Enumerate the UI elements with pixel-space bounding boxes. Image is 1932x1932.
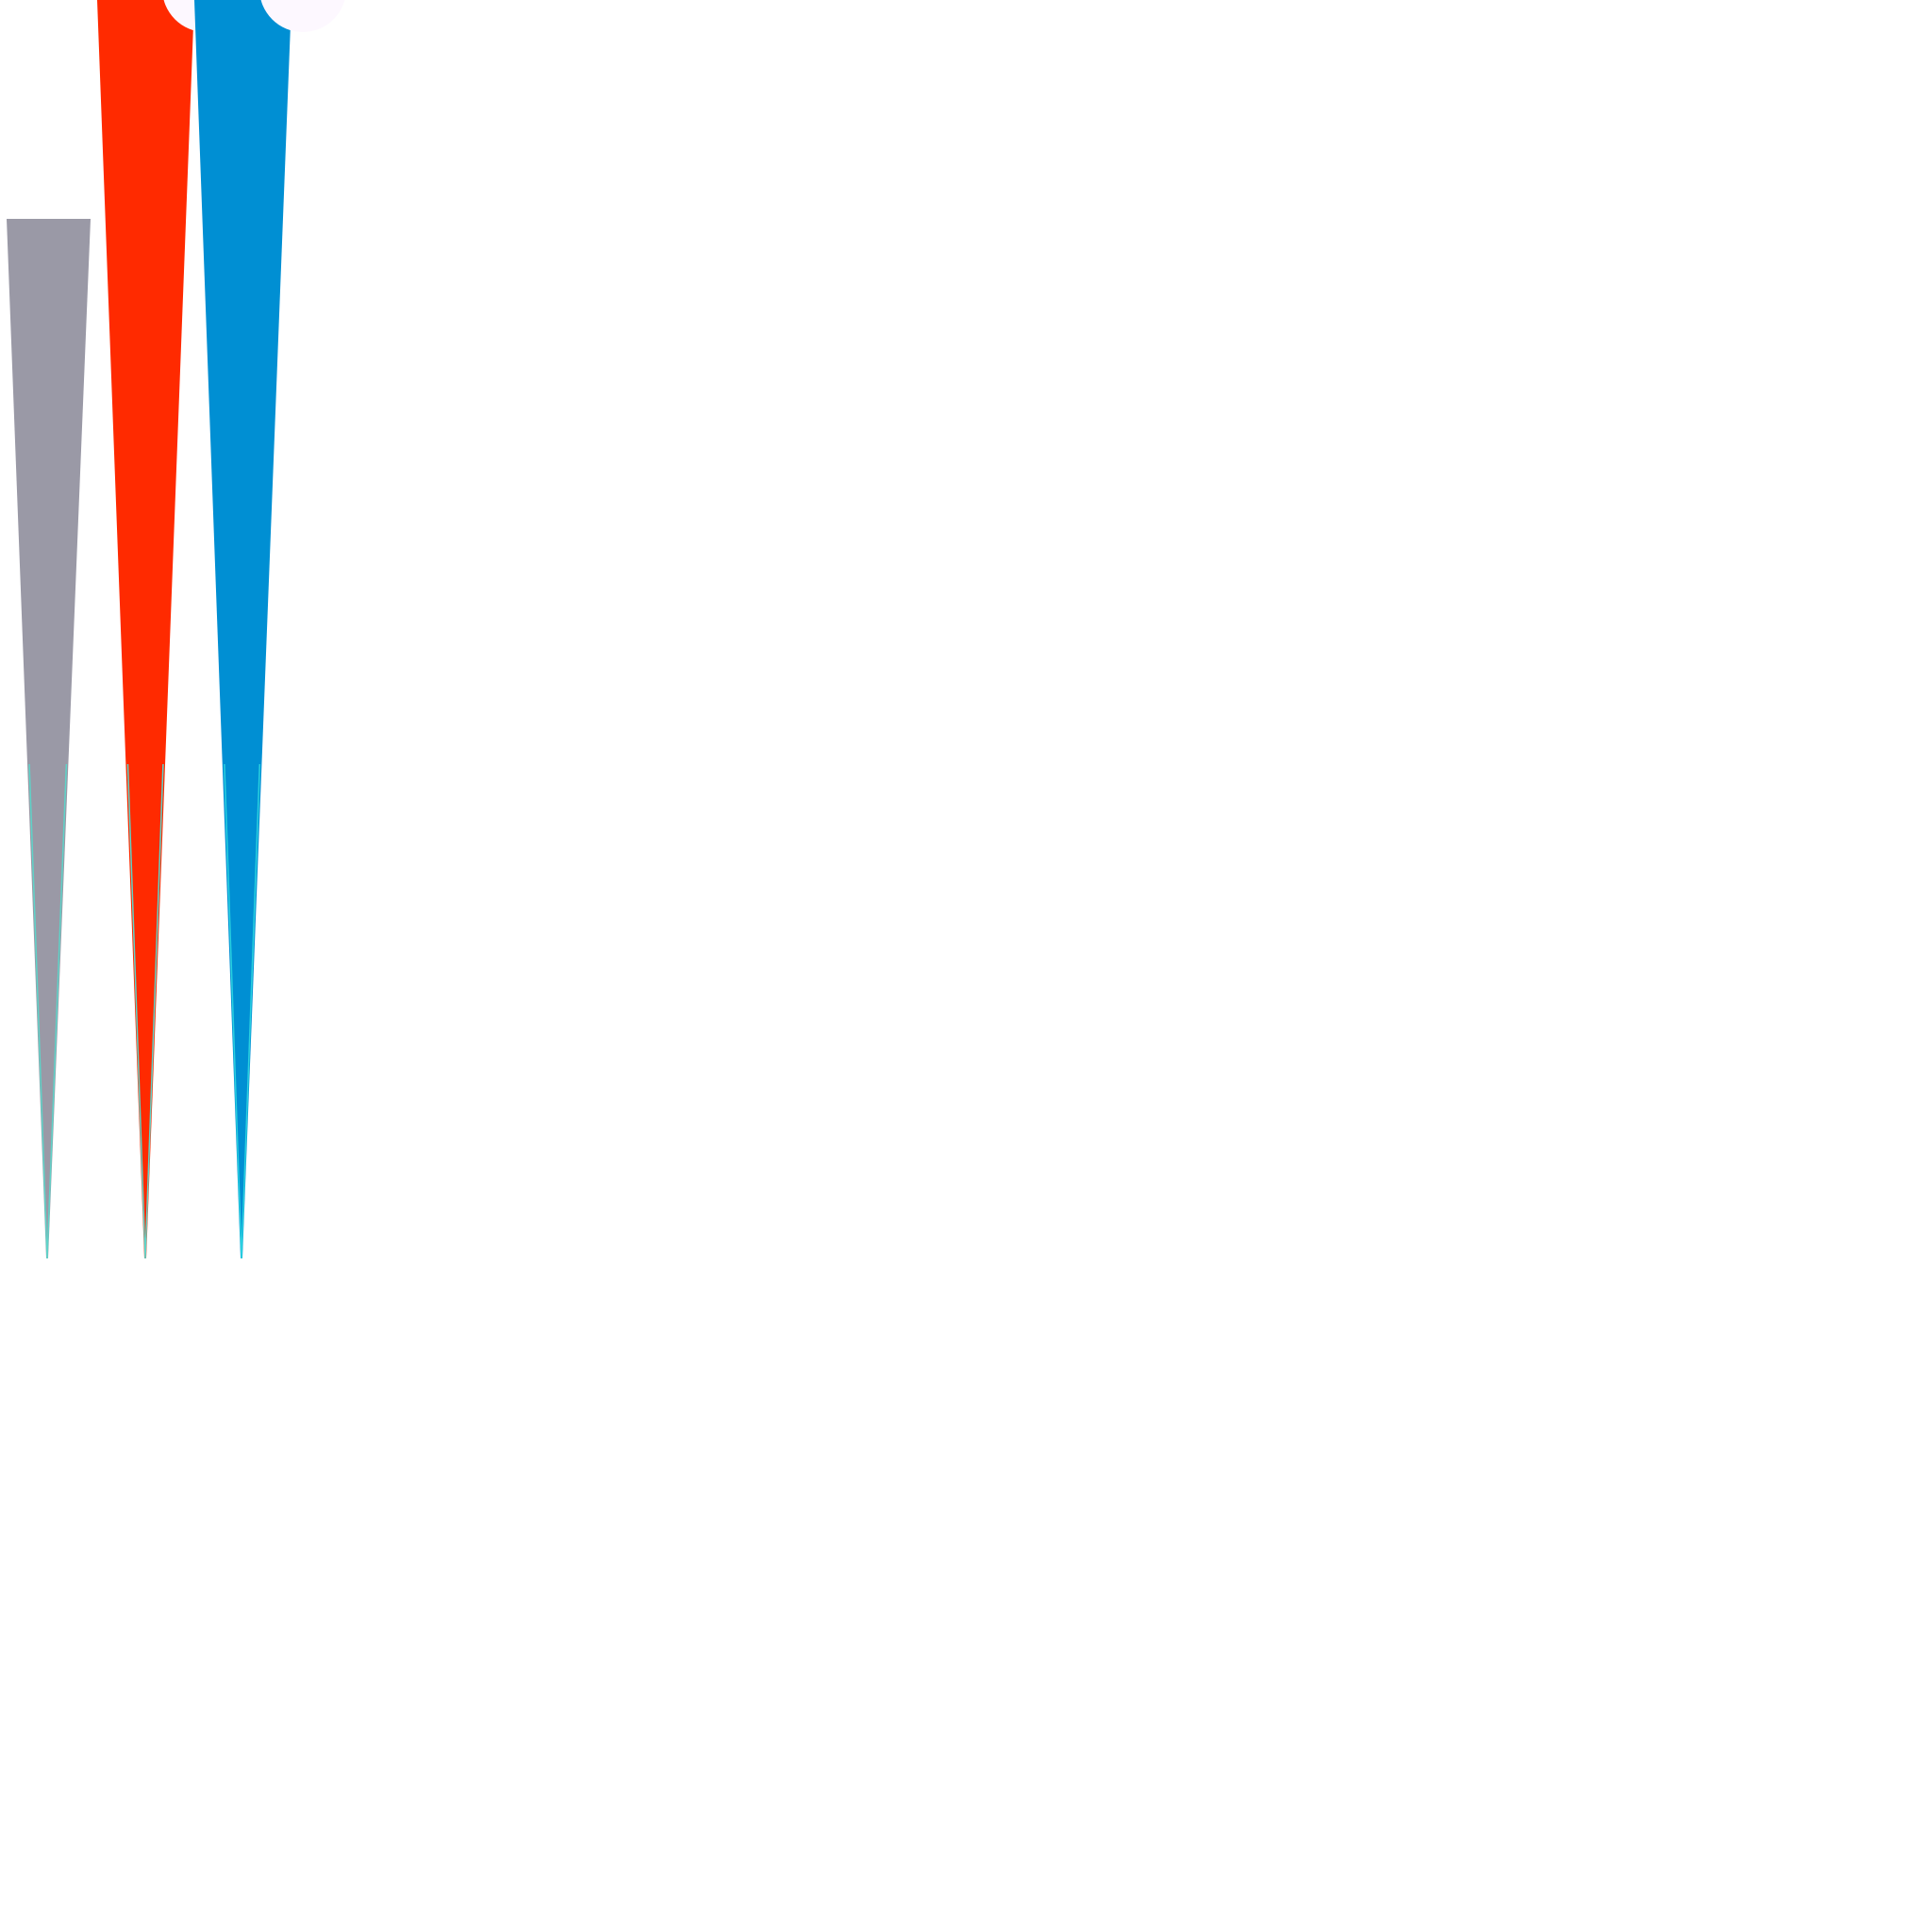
wedge-3-accent-line — [241, 763, 261, 1259]
wedge-3-notch — [260, 0, 345, 32]
wedge-1-body — [7, 219, 91, 1258]
wedge-2-accent-line — [144, 763, 164, 1259]
wedge-1-accent-line — [46, 763, 68, 1259]
wedge-2-body — [97, 0, 194, 1258]
wedge-1 — [7, 219, 91, 1259]
wedge-2-accent-line — [126, 763, 146, 1259]
wedge-3 — [194, 0, 345, 1259]
wedge-3-body — [194, 0, 291, 1258]
wedge-3-accent-line — [224, 763, 242, 1259]
wedge-1-accent-line — [28, 763, 48, 1259]
